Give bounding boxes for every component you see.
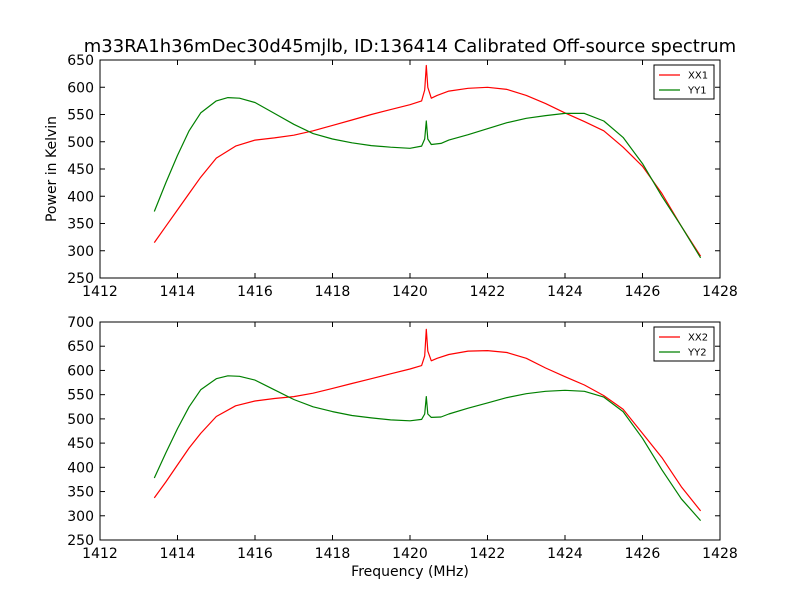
- top-y-axis-label: Power in Kelvin: [44, 116, 60, 222]
- series-line-yy2: [153, 375, 702, 521]
- x-tick-label: 1420: [392, 546, 428, 562]
- chart-title: m33RA1h36mDec30d45mjlb, ID:136414 Calibr…: [84, 36, 736, 57]
- y-tick-label: 600: [67, 363, 94, 379]
- series-line-yy1: [153, 96, 702, 259]
- y-tick-label: 550: [67, 108, 94, 124]
- x-tick-label: 1422: [470, 284, 506, 300]
- legend-label-yy2: YY2: [687, 348, 707, 359]
- x-axis-label: Frequency (MHz): [351, 564, 469, 580]
- legend-box: [653, 326, 715, 362]
- top-ticks-layer: 1412 1414 1416 1418 1420 1422 1424 1426 1428 250 3…: [67, 53, 738, 300]
- x-tick-label: 1428: [702, 284, 738, 300]
- series-line-xx1: [153, 64, 702, 257]
- legend-label-yy1: YY1: [687, 86, 707, 97]
- x-tick-label: 1420: [392, 284, 428, 300]
- bottom-ticks-layer: 1412 1414 1416 1418 1420 1422 1424 1426 1428 250 3…: [67, 315, 738, 562]
- x-tick-label: 1424: [547, 284, 583, 300]
- y-tick-label: 250: [67, 533, 94, 549]
- x-tick-label: 1426: [625, 546, 661, 562]
- x-tick-label: 1422: [470, 546, 506, 562]
- legend-label-xx2: XX2: [688, 333, 708, 344]
- y-tick-label: 650: [67, 339, 94, 355]
- x-tick-label: 1414: [160, 284, 196, 300]
- y-tick-label: 700: [67, 315, 94, 331]
- legend-box: [653, 64, 715, 100]
- y-tick-label: 400: [67, 460, 94, 476]
- y-tick-label: 250: [67, 271, 94, 287]
- top-panel: 1412 1414 1416 1418 1420 1422 1424 1426 1428 250 3…: [44, 53, 738, 300]
- y-tick-label: 500: [67, 135, 94, 151]
- y-tick-label: 350: [67, 485, 94, 501]
- x-tick-label: 1428: [702, 546, 738, 562]
- y-tick-label: 450: [67, 162, 94, 178]
- x-tick-label: 1426: [625, 284, 661, 300]
- bottom-panel: 1412 1414 1416 1418 1420 1422 1424 1426 1428 250 3…: [67, 315, 738, 562]
- x-tick-label: 1412: [82, 546, 118, 562]
- y-tick-label: 550: [67, 388, 94, 404]
- series-line-xx2: [153, 328, 702, 512]
- top-series-layer: [153, 64, 702, 259]
- y-tick-label: 350: [67, 217, 94, 233]
- y-tick-label: 600: [67, 80, 94, 96]
- y-tick-label: 400: [67, 189, 94, 205]
- y-tick-label: 500: [67, 412, 94, 428]
- y-tick-label: 300: [67, 509, 94, 525]
- y-tick-label: 300: [67, 244, 94, 260]
- x-tick-label: 1418: [315, 284, 351, 300]
- x-tick-label: 1416: [237, 284, 273, 300]
- x-tick-label: 1424: [547, 546, 583, 562]
- x-tick-label: 1416: [237, 546, 273, 562]
- bottom-series-layer: [153, 328, 702, 521]
- y-tick-label: 650: [67, 53, 94, 69]
- y-tick-label: 450: [67, 436, 94, 452]
- x-tick-label: 1414: [160, 546, 196, 562]
- x-tick-label: 1412: [82, 284, 118, 300]
- x-tick-label: 1418: [315, 546, 351, 562]
- legend-label-xx1: XX1: [688, 71, 708, 82]
